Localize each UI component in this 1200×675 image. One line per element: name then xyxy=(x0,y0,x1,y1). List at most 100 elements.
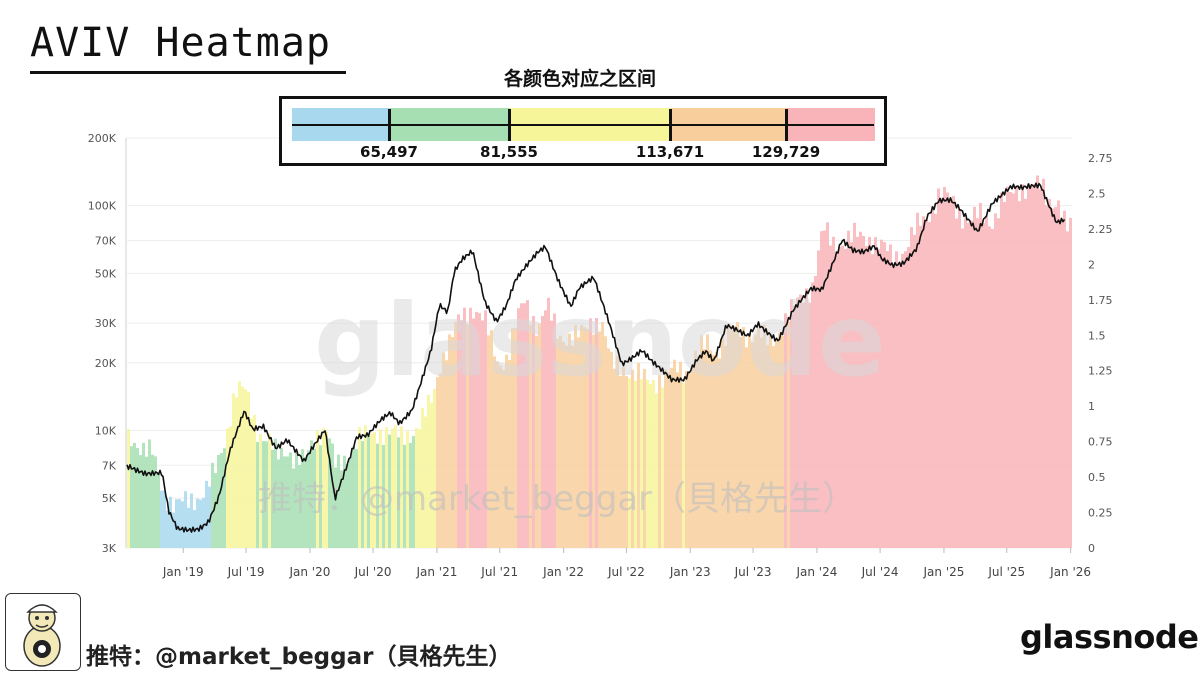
aviv-bar xyxy=(169,496,172,548)
aviv-bar xyxy=(361,441,364,548)
aviv-bar xyxy=(940,197,943,548)
aviv-bar xyxy=(922,216,925,549)
aviv-bar xyxy=(1048,198,1051,549)
aviv-bar xyxy=(211,462,214,548)
aviv-bar xyxy=(736,321,739,548)
aviv-bar xyxy=(325,431,328,548)
aviv-bar xyxy=(352,446,355,548)
aviv-bar xyxy=(256,442,259,548)
x-tick-label: Jan '25 xyxy=(923,565,965,579)
aviv-bar xyxy=(907,247,910,549)
aviv-bar xyxy=(802,302,805,548)
aviv-bar xyxy=(787,321,790,548)
aviv-bar xyxy=(172,512,175,548)
aviv-bar xyxy=(514,327,517,548)
legend-threshold-1: 65,497 xyxy=(360,143,418,161)
aviv-bar xyxy=(541,315,544,548)
aviv-bar xyxy=(274,438,277,548)
mascot-icon xyxy=(23,604,61,667)
aviv-bar xyxy=(1030,186,1033,548)
aviv-bar xyxy=(346,464,349,548)
aviv-bar xyxy=(646,379,649,548)
aviv-bar xyxy=(445,360,448,548)
aviv-bar xyxy=(904,251,907,548)
aviv-bar xyxy=(628,378,631,548)
x-tick-label: Jan '20 xyxy=(288,565,330,579)
aviv-bar xyxy=(949,199,952,549)
legend-tick xyxy=(508,109,511,141)
y-left-tick-label: 50K xyxy=(95,267,117,280)
aviv-bar xyxy=(943,186,946,549)
aviv-bar xyxy=(790,299,793,548)
aviv-bar xyxy=(394,425,397,548)
aviv-bar xyxy=(316,430,319,548)
aviv-bar xyxy=(850,242,853,548)
aviv-bar xyxy=(925,219,928,548)
aviv-bar xyxy=(184,491,187,548)
aviv-bar xyxy=(847,230,850,549)
aviv-bar xyxy=(310,440,313,548)
aviv-bar xyxy=(670,367,673,548)
aviv-bar xyxy=(664,369,667,548)
aviv-bar xyxy=(916,212,919,548)
aviv-bar xyxy=(178,499,181,548)
aviv-bar xyxy=(1066,231,1069,548)
aviv-bar xyxy=(511,328,514,548)
aviv-bar xyxy=(481,320,484,548)
aviv-bar xyxy=(748,333,751,548)
aviv-bar xyxy=(436,377,439,548)
y-left-tick-label: 5K xyxy=(102,492,117,505)
aviv-bar xyxy=(1054,206,1057,549)
aviv-bar xyxy=(199,499,202,548)
aviv-bar xyxy=(430,402,433,548)
aviv-bar xyxy=(835,253,838,548)
aviv-bar xyxy=(550,320,553,548)
legend-tick xyxy=(669,109,672,141)
aviv-bar xyxy=(1033,183,1036,548)
aviv-bar xyxy=(607,348,610,548)
aviv-bar xyxy=(721,336,724,548)
aviv-bar xyxy=(1012,193,1015,548)
aviv-bar xyxy=(187,507,190,548)
aviv-bar xyxy=(877,249,880,548)
aviv-bar xyxy=(919,225,922,548)
aviv-bar xyxy=(868,237,871,548)
aviv-bar xyxy=(793,305,796,548)
aviv-bar xyxy=(751,342,754,548)
aviv-bar xyxy=(490,330,493,548)
aviv-bar xyxy=(727,324,730,548)
aviv-bar xyxy=(160,490,163,548)
aviv-bar xyxy=(598,331,601,548)
aviv-bar xyxy=(757,328,760,548)
aviv-bar xyxy=(328,438,331,548)
aviv-bar xyxy=(433,388,436,548)
aviv-bar xyxy=(883,242,886,548)
aviv-bar xyxy=(196,498,199,548)
aviv-bar xyxy=(400,426,403,548)
aviv-bar xyxy=(691,364,694,548)
aviv-bar xyxy=(865,246,868,548)
aviv-bar xyxy=(517,308,520,548)
aviv-bar xyxy=(838,246,841,548)
aviv-bar xyxy=(553,313,556,548)
x-tick-label: Jul '19 xyxy=(227,565,265,579)
aviv-bar xyxy=(331,443,334,548)
aviv-bar xyxy=(478,313,481,548)
aviv-bar xyxy=(640,379,643,548)
aviv-bar xyxy=(889,244,892,548)
aviv-bar xyxy=(247,391,250,548)
aviv-bar xyxy=(631,369,634,548)
aviv-bar xyxy=(739,336,742,548)
y-left-tick-label: 200K xyxy=(88,132,117,145)
x-tick-label: Jan '21 xyxy=(415,565,457,579)
aviv-bar xyxy=(763,324,766,548)
aviv-bar xyxy=(667,371,670,548)
aviv-bar xyxy=(487,335,490,548)
aviv-bar xyxy=(343,455,346,548)
aviv-bar xyxy=(289,452,292,548)
aviv-bar xyxy=(535,335,538,548)
y-right-tick-label: 1.5 xyxy=(1088,329,1106,342)
aviv-bar xyxy=(961,228,964,548)
aviv-bar xyxy=(820,231,823,549)
aviv-bar xyxy=(814,275,817,548)
